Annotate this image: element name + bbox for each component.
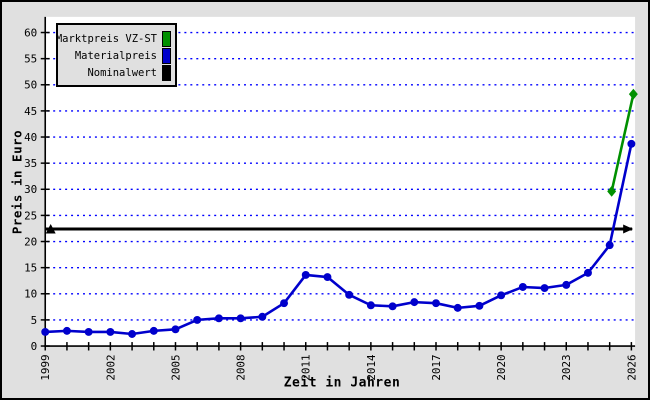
svg-text:30: 30 [24,183,37,196]
svg-text:2008: 2008 [235,354,248,380]
svg-text:45: 45 [24,105,37,118]
svg-text:20: 20 [24,236,37,249]
svg-text:2017: 2017 [430,354,443,380]
svg-text:1999: 1999 [39,354,52,380]
svg-text:25: 25 [24,209,37,222]
svg-text:2011: 2011 [300,354,313,380]
svg-text:2026: 2026 [625,354,638,380]
gridlines [47,31,636,321]
svg-text:50: 50 [24,79,37,92]
legend-swatch-black [162,64,171,81]
series-nominalwert [45,224,634,234]
legend-swatch-blue [162,47,171,64]
legend-label-marktpreis: Marktpreis VZ-ST [55,32,157,45]
x-axis-ticks: 1999 2002 2005 2008 2011 2014 2017 2020 2023 2026 [39,342,638,381]
svg-text:10: 10 [24,288,37,301]
svg-text:2005: 2005 [169,354,182,380]
svg-text:2002: 2002 [104,354,117,380]
legend-item-marktpreis: Marktpreis VZ-ST [55,30,171,47]
legend-item-materialpreis: Materialpreis [58,47,171,64]
svg-text:35: 35 [24,157,37,170]
legend-label-materialpreis: Materialpreis [74,49,157,62]
svg-text:2020: 2020 [495,354,508,380]
legend-item-nominalwert: Nominalwert [58,64,171,81]
svg-text:2023: 2023 [560,354,573,380]
series-materialpreis [41,139,636,338]
legend: Marktpreis VZ-ST Materialpreis Nominalwe… [56,23,177,87]
legend-swatch-green [162,30,171,47]
svg-text:60: 60 [24,27,37,40]
y-axis-title: Preis in Euro [9,129,25,235]
axes [44,16,636,348]
svg-text:0: 0 [31,340,38,353]
legend-label-nominalwert: Nominalwert [87,66,157,79]
svg-text:40: 40 [24,131,37,144]
svg-text:5: 5 [31,314,38,327]
svg-text:55: 55 [24,53,37,66]
x-axis-title: Zeit in Jahren [283,375,401,391]
y-axis-ticks: 0 5 10 15 20 25 30 35 40 45 50 55 60 [24,27,50,353]
svg-text:2014: 2014 [365,354,378,381]
svg-text:15: 15 [24,262,37,275]
series-marktpreis [607,88,638,197]
